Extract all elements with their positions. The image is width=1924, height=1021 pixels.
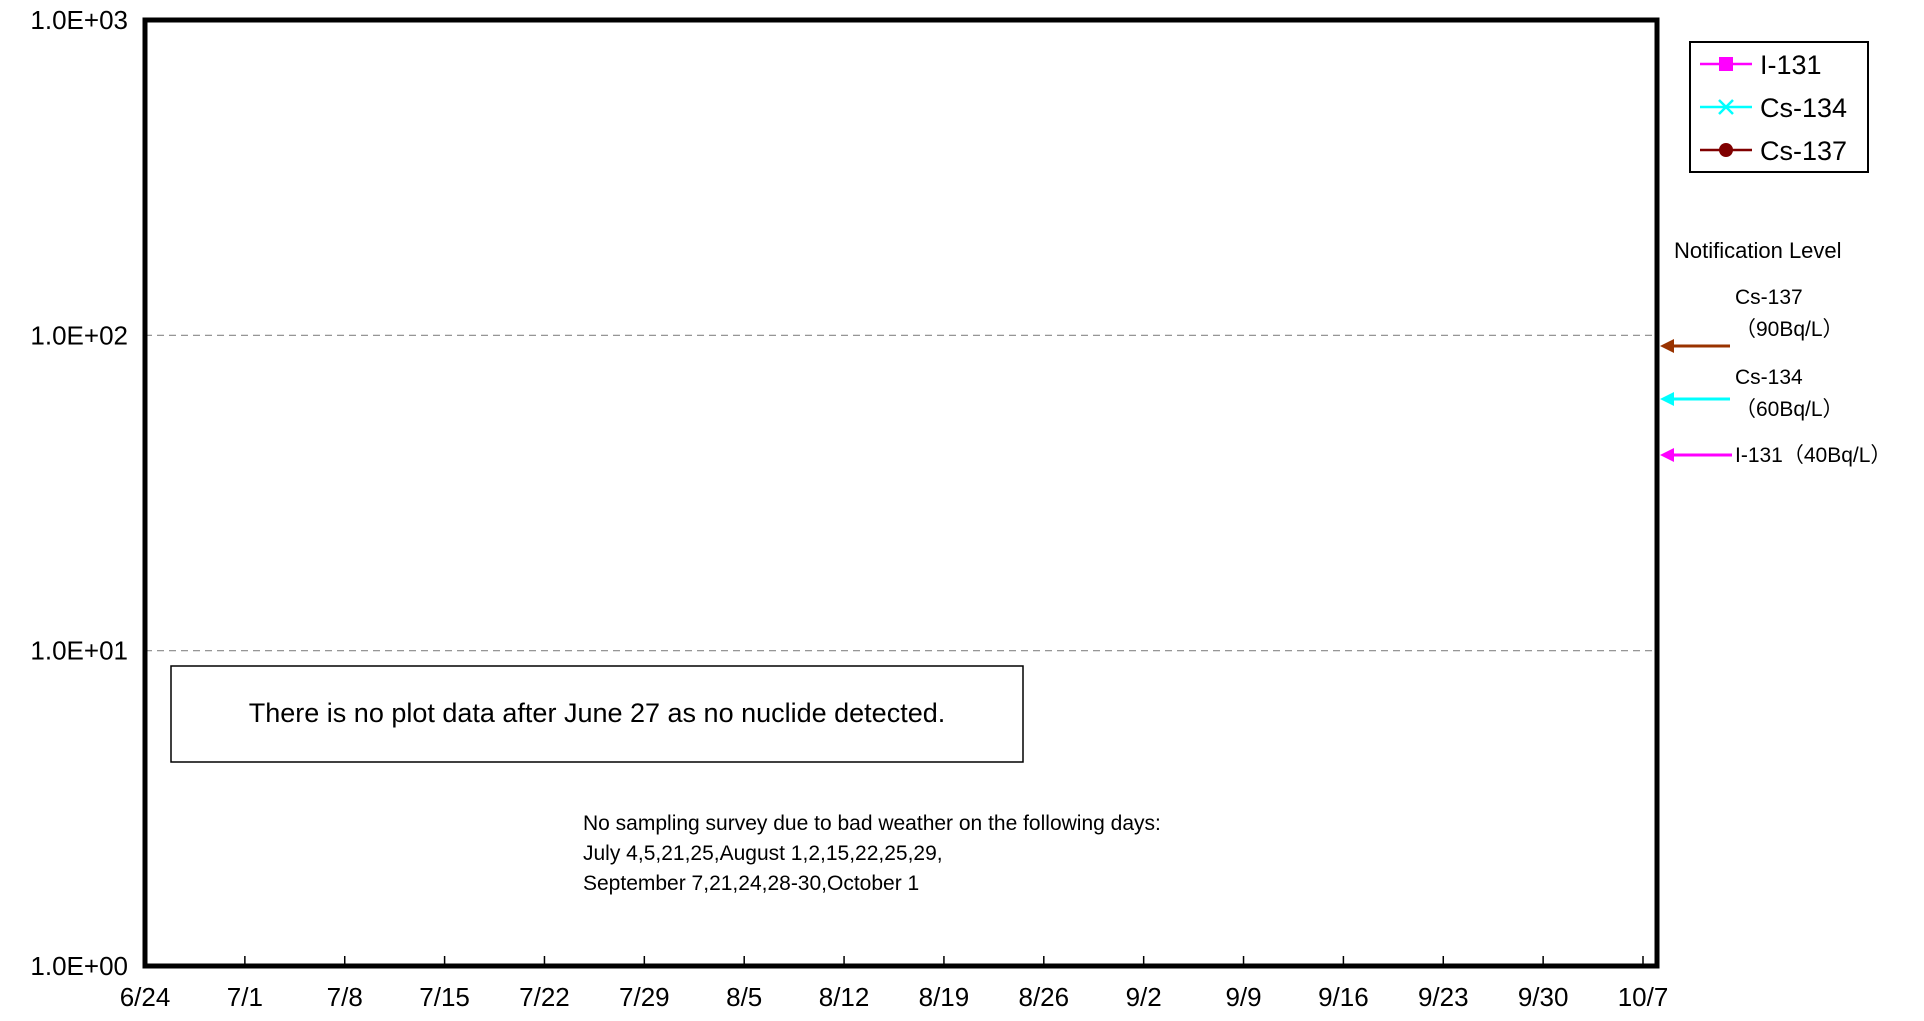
grid-lines [145, 334, 1657, 652]
x-tick-label: 8/12 [819, 982, 870, 1012]
x-tick-label: 7/1 [227, 982, 263, 1012]
y-tick-label: 1.0E+00 [30, 951, 128, 981]
y-tick-label: 1.0E+03 [30, 5, 128, 35]
legend-square-marker-icon [1719, 57, 1733, 71]
notification-i131-arrow-icon [1660, 448, 1732, 462]
x-tick-label: 9/16 [1318, 982, 1369, 1012]
notification-title: Notification Level [1674, 238, 1842, 263]
x-tick-label: 9/23 [1418, 982, 1469, 1012]
legend-item-cs134: Cs-134 [1700, 93, 1847, 123]
no-data-note-text: There is no plot data after June 27 as n… [249, 698, 945, 728]
notification-cs137-arrow-icon [1660, 339, 1730, 353]
notification-levels: Notification Level Cs-137 （90Bq/L） Cs-13… [1660, 238, 1891, 467]
sampling-note-line-2: July 4,5,21,25,August 1,2,15,22,25,29, [583, 842, 943, 865]
legend-label: Cs-137 [1760, 136, 1847, 166]
x-tick-label: 8/5 [726, 982, 762, 1012]
legend-label: I-131 [1760, 50, 1822, 80]
x-tick-label: 7/22 [519, 982, 570, 1012]
x-tick-label: 7/8 [327, 982, 363, 1012]
legend-label: Cs-134 [1760, 93, 1847, 123]
x-tick-label: 9/2 [1126, 982, 1162, 1012]
x-tick-label: 10/7 [1618, 982, 1669, 1012]
x-tick-label: 9/9 [1225, 982, 1261, 1012]
no-data-note: There is no plot data after June 27 as n… [170, 665, 1024, 763]
sampling-note-line-1: No sampling survey due to bad weather on… [583, 812, 1161, 835]
legend: I-131 Cs-134 Cs-137 [1689, 41, 1869, 173]
no-data-note-box [170, 665, 1024, 763]
legend-item-cs137: Cs-137 [1700, 136, 1847, 166]
x-tick-label: 7/15 [419, 982, 470, 1012]
x-tick-label: 7/29 [619, 982, 670, 1012]
sampling-note: No sampling survey due to bad weather on… [583, 812, 1161, 895]
x-axis-ticks: 6/24 7/1 7/8 7/15 7/22 7/29 8/5 8/12 8/19 8/26 9/2… [120, 956, 1669, 1012]
y-axis-ticks: 1.0E+00 1.0E+01 1.0E+02 1.0E+03 [30, 5, 128, 981]
notification-cs137-value: （90Bq/L） [1735, 318, 1844, 341]
legend-item-i131: I-131 [1700, 50, 1822, 80]
notification-cs134-arrow-icon [1660, 392, 1730, 406]
y-tick-label: 1.0E+01 [30, 636, 128, 666]
x-tick-label: 6/24 [120, 982, 171, 1012]
notification-cs134-value: （60Bq/L） [1735, 398, 1844, 421]
x-tick-label: 8/26 [1018, 982, 1069, 1012]
notification-i131-label: I-131（40Bq/L） [1735, 444, 1891, 467]
x-tick-label: 9/30 [1518, 982, 1569, 1012]
sampling-note-line-3: September 7,21,24,28-30,October 1 [583, 872, 919, 895]
legend-circle-marker-icon [1719, 143, 1733, 157]
notification-cs137-label: Cs-137 [1735, 286, 1803, 309]
notification-cs134-label: Cs-134 [1735, 366, 1803, 389]
legend-x-marker-icon [1718, 99, 1734, 115]
y-tick-label: 1.0E+02 [30, 320, 128, 350]
plot-area-frame [142, 17, 1660, 969]
x-tick-label: 8/19 [919, 982, 970, 1012]
